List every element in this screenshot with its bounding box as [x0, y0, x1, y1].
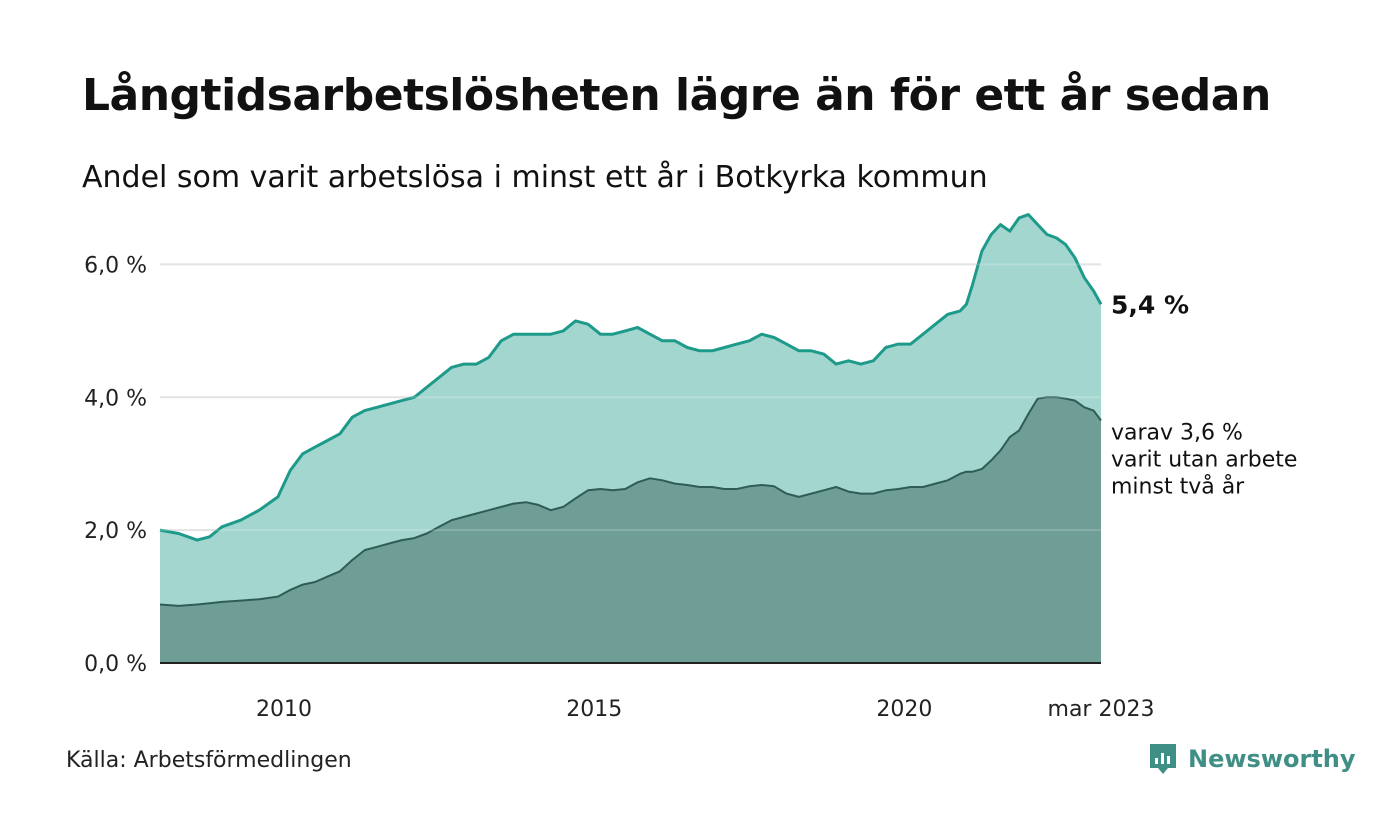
longterm-label-line-2: varit utan arbete: [1111, 448, 1297, 473]
y-tick-label: 2,0 %: [84, 519, 147, 544]
brand-name: Newsworthy: [1188, 745, 1356, 773]
x-tick-label: 2010: [256, 697, 312, 722]
source-note: Källa: Arbetsförmedlingen: [66, 748, 352, 773]
chart-title: Långtidsarbetslösheten lägre än för ett …: [82, 70, 1271, 121]
axes: 0,0 % 2,0 % 4,0 % 6,0 % 2010 2015 2020 mar 2023: [84, 253, 1154, 722]
annotations: 5,4 % varav 3,6 % varit utan arbete mins…: [1111, 290, 1297, 499]
chart-areas: [159, 213, 1103, 663]
total-line: [159, 213, 1103, 542]
y-tick-label: 6,0 %: [84, 253, 147, 278]
longterm-area: [160, 397, 1101, 663]
chart-subtitle: Andel som varit arbetslösa i minst ett å…: [82, 160, 988, 195]
y-tick-label: 4,0 %: [84, 386, 147, 411]
total-value-label: 5,4 %: [1111, 290, 1189, 319]
x-tick-label: mar 2023: [1048, 697, 1155, 722]
brand-logo: Newsworthy: [1148, 742, 1356, 776]
longterm-label-line-1: varav 3,6 %: [1111, 421, 1243, 446]
y-tick-label: 0,0 %: [84, 652, 147, 677]
longterm-line: [159, 396, 1102, 607]
newsworthy-icon: [1150, 744, 1176, 774]
x-tick-label: 2015: [566, 697, 622, 722]
longterm-label-line-3: minst två år: [1111, 474, 1245, 500]
x-tick-label: 2020: [876, 697, 932, 722]
